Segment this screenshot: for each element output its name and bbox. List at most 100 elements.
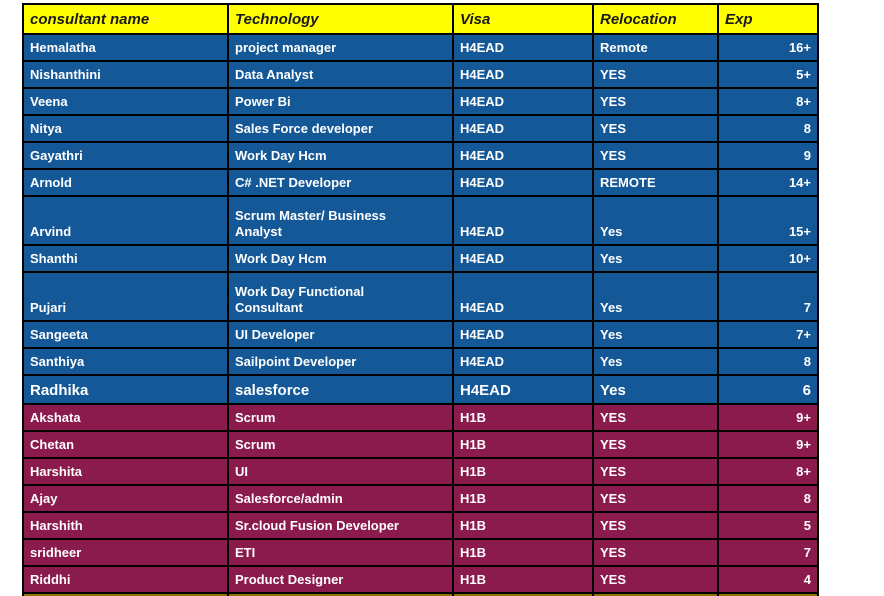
cell-reloc[interactable]: YES — [594, 486, 717, 511]
cell-name[interactable]: Veena — [24, 89, 227, 114]
cell-visa[interactable]: H4EAD — [454, 322, 592, 347]
cell-reloc[interactable]: Yes — [594, 349, 717, 374]
cell-exp[interactable]: 9+ — [719, 405, 817, 430]
cell-exp[interactable]: 8 — [719, 116, 817, 141]
cell-tech[interactable]: UI — [229, 459, 452, 484]
cell-name[interactable]: Arnold — [24, 170, 227, 195]
cell-name[interactable]: Ajay — [24, 486, 227, 511]
cell-tech[interactable]: Scrum — [229, 405, 452, 430]
cell-tech[interactable]: Salesforce/admin — [229, 486, 452, 511]
cell-name[interactable]: Harshita — [24, 459, 227, 484]
cell-reloc[interactable]: YES — [594, 567, 717, 592]
cell-visa[interactable]: H1B — [454, 540, 592, 565]
cell-name[interactable]: Sangeeta — [24, 322, 227, 347]
cell-exp[interactable]: 8 — [719, 349, 817, 374]
cell-visa[interactable]: H4EAD — [454, 197, 592, 244]
cell-exp[interactable]: 14+ — [719, 170, 817, 195]
cell-tech[interactable]: Work Day Hcm — [229, 143, 452, 168]
cell-tech[interactable]: project manager — [229, 35, 452, 60]
cell-reloc[interactable]: Yes — [594, 246, 717, 271]
cell-tech[interactable]: UI Developer — [229, 322, 452, 347]
cell-reloc[interactable]: YES — [594, 89, 717, 114]
cell-name[interactable]: Harshith — [24, 513, 227, 538]
cell-reloc[interactable]: YES — [594, 405, 717, 430]
cell-exp[interactable]: 16+ — [719, 35, 817, 60]
cell-visa[interactable]: H4EAD — [454, 246, 592, 271]
cell-visa[interactable]: H1B — [454, 513, 592, 538]
cell-tech[interactable]: Sr.cloud Fusion Developer — [229, 513, 452, 538]
cell-visa[interactable]: H4EAD — [454, 116, 592, 141]
cell-visa[interactable]: H1B — [454, 486, 592, 511]
cell-name[interactable]: Radhika — [24, 376, 227, 403]
cell-exp[interactable]: 10+ — [719, 246, 817, 271]
cell-tech[interactable]: Sailpoint Developer — [229, 349, 452, 374]
cell-name[interactable]: Chetan — [24, 432, 227, 457]
cell-tech[interactable]: Power Bi — [229, 89, 452, 114]
cell-visa[interactable]: H1B — [454, 567, 592, 592]
cell-tech[interactable]: salesforce — [229, 376, 452, 403]
cell-tech[interactable]: Work Day Hcm — [229, 246, 452, 271]
cell-reloc[interactable]: Yes — [594, 322, 717, 347]
cell-tech[interactable]: ETI — [229, 540, 452, 565]
cell-visa[interactable]: H1B — [454, 459, 592, 484]
cell-next-section-partial[interactable] — [594, 594, 717, 596]
cell-tech[interactable]: C# .NET Developer — [229, 170, 452, 195]
cell-visa[interactable]: H4EAD — [454, 89, 592, 114]
cell-name[interactable]: Akshata — [24, 405, 227, 430]
cell-reloc[interactable]: YES — [594, 116, 717, 141]
cell-reloc[interactable]: YES — [594, 432, 717, 457]
column-header-consultant-name[interactable]: consultant name — [24, 5, 227, 33]
cell-visa[interactable]: H4EAD — [454, 62, 592, 87]
cell-exp[interactable]: 7 — [719, 273, 817, 320]
column-header-exp[interactable]: Exp — [719, 5, 817, 33]
cell-tech[interactable]: Sales Force developer — [229, 116, 452, 141]
cell-visa[interactable]: H4EAD — [454, 349, 592, 374]
cell-exp[interactable]: 5+ — [719, 62, 817, 87]
cell-exp[interactable]: 7+ — [719, 322, 817, 347]
cell-name[interactable]: sridheer — [24, 540, 227, 565]
cell-name[interactable]: Shanthi — [24, 246, 227, 271]
cell-exp[interactable]: 8+ — [719, 459, 817, 484]
cell-reloc[interactable]: REMOTE — [594, 170, 717, 195]
cell-next-section-partial[interactable] — [24, 594, 227, 596]
cell-reloc[interactable]: YES — [594, 540, 717, 565]
cell-exp[interactable]: 9 — [719, 143, 817, 168]
column-header-visa[interactable]: Visa — [454, 5, 592, 33]
cell-reloc[interactable]: Yes — [594, 376, 717, 403]
cell-exp[interactable]: 15+ — [719, 197, 817, 244]
cell-next-section-partial[interactable] — [719, 594, 817, 596]
cell-visa[interactable]: H1B — [454, 432, 592, 457]
cell-reloc[interactable]: YES — [594, 513, 717, 538]
cell-reloc[interactable]: Remote — [594, 35, 717, 60]
cell-exp[interactable]: 5 — [719, 513, 817, 538]
cell-visa[interactable]: H4EAD — [454, 143, 592, 168]
cell-name[interactable]: Riddhi — [24, 567, 227, 592]
cell-name[interactable]: Nitya — [24, 116, 227, 141]
cell-reloc[interactable]: YES — [594, 143, 717, 168]
cell-reloc[interactable]: Yes — [594, 273, 717, 320]
cell-tech[interactable]: Work Day Functional Consultant — [229, 273, 452, 320]
cell-visa[interactable]: H4EAD — [454, 170, 592, 195]
cell-exp[interactable]: 8+ — [719, 89, 817, 114]
cell-name[interactable]: Nishanthini — [24, 62, 227, 87]
cell-visa[interactable]: H4EAD — [454, 273, 592, 320]
cell-reloc[interactable]: YES — [594, 62, 717, 87]
cell-tech[interactable]: Scrum Master/ Business Analyst — [229, 197, 452, 244]
cell-exp[interactable]: 6 — [719, 376, 817, 403]
cell-name[interactable]: Arvind — [24, 197, 227, 244]
cell-name[interactable]: Santhiya — [24, 349, 227, 374]
cell-name[interactable]: Hemalatha — [24, 35, 227, 60]
cell-name[interactable]: Pujari — [24, 273, 227, 320]
cell-next-section-partial[interactable] — [229, 594, 452, 596]
cell-reloc[interactable]: Yes — [594, 197, 717, 244]
cell-tech[interactable]: Scrum — [229, 432, 452, 457]
cell-visa[interactable]: H4EAD — [454, 376, 592, 403]
cell-exp[interactable]: 8 — [719, 486, 817, 511]
cell-tech[interactable]: Data Analyst — [229, 62, 452, 87]
cell-exp[interactable]: 4 — [719, 567, 817, 592]
cell-next-section-partial[interactable] — [454, 594, 592, 596]
cell-name[interactable]: Gayathri — [24, 143, 227, 168]
cell-reloc[interactable]: YES — [594, 459, 717, 484]
cell-tech[interactable]: Product Designer — [229, 567, 452, 592]
cell-exp[interactable]: 7 — [719, 540, 817, 565]
